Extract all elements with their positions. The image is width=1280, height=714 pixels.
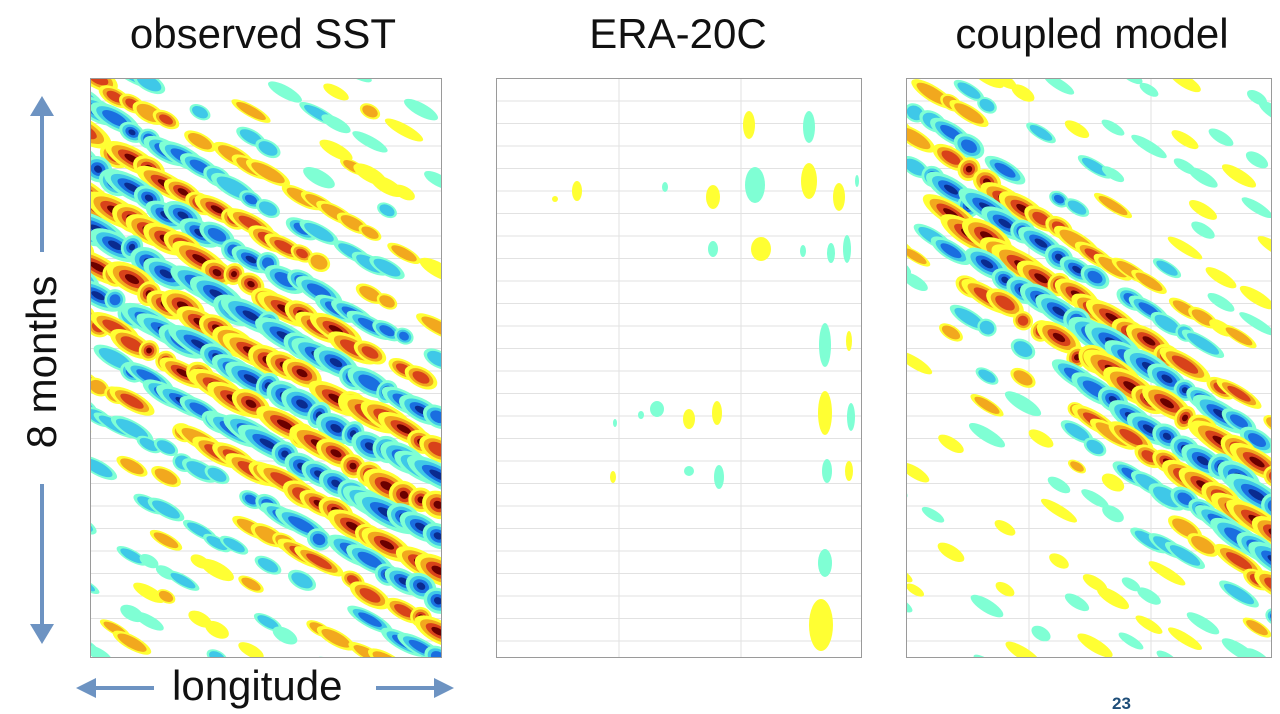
contour-blob bbox=[818, 391, 832, 435]
contour-blob bbox=[1219, 160, 1259, 191]
contour-blob bbox=[714, 465, 724, 489]
contour-blob bbox=[907, 459, 932, 486]
contour-blob bbox=[845, 461, 853, 481]
contour-blob bbox=[1038, 495, 1079, 526]
contour-blob bbox=[610, 471, 616, 483]
contour-blob bbox=[1239, 194, 1271, 221]
contour-blob bbox=[935, 539, 968, 566]
contour-blob bbox=[855, 175, 859, 187]
contour-blob bbox=[1154, 648, 1179, 657]
contour-blob bbox=[552, 196, 558, 202]
contour-blob bbox=[1184, 330, 1221, 359]
contour-blob bbox=[1186, 164, 1221, 192]
contour-blob bbox=[907, 348, 935, 378]
contour-blob bbox=[266, 79, 304, 82]
contour-blob bbox=[907, 558, 915, 586]
contour-blob bbox=[800, 245, 806, 257]
contour-blob bbox=[846, 331, 852, 351]
hovmoller-panel-coupled bbox=[906, 78, 1272, 658]
contour-field bbox=[907, 79, 1271, 657]
contour-blob bbox=[1047, 550, 1072, 572]
contour-field bbox=[91, 79, 441, 657]
contour-blob bbox=[809, 599, 833, 651]
contour-blob bbox=[683, 409, 695, 429]
contour-blob bbox=[803, 111, 815, 143]
contour-blob bbox=[1062, 590, 1092, 615]
contour-blob bbox=[968, 591, 1007, 622]
contour-blob bbox=[1205, 290, 1237, 316]
contour-blob bbox=[972, 394, 1002, 417]
contour-blob bbox=[1002, 387, 1045, 421]
contour-blob bbox=[827, 243, 835, 263]
contour-blob bbox=[833, 183, 845, 211]
contour-blob bbox=[1189, 218, 1218, 242]
contour-blob bbox=[234, 99, 268, 123]
contour-blob bbox=[819, 323, 831, 367]
contour-blob bbox=[91, 641, 114, 657]
contour-blob bbox=[966, 419, 1008, 452]
contour-blob bbox=[992, 517, 1018, 539]
contour-blob bbox=[382, 115, 425, 146]
contour-blob bbox=[1074, 629, 1115, 657]
contour-blob bbox=[935, 431, 966, 457]
contour-blob bbox=[638, 411, 644, 419]
hovmoller-observed-plot bbox=[91, 79, 441, 657]
contour-blob bbox=[920, 504, 947, 526]
contour-blob bbox=[350, 127, 390, 156]
title-coupled-model: coupled model bbox=[910, 10, 1274, 58]
contour-blob bbox=[265, 79, 304, 106]
contour-blob bbox=[319, 656, 352, 657]
contour-blob bbox=[321, 80, 351, 103]
contour-blob bbox=[1186, 196, 1220, 223]
contour-blob bbox=[745, 167, 765, 203]
contour-blob bbox=[1242, 645, 1271, 657]
contour-blob bbox=[843, 235, 851, 263]
contour-blob bbox=[662, 182, 668, 192]
contour-blob bbox=[743, 111, 755, 139]
contour-blob bbox=[822, 459, 832, 483]
title-era-20c: ERA-20C bbox=[496, 10, 860, 58]
hovmoller-era20c-plot bbox=[497, 79, 861, 657]
contour-blob bbox=[91, 568, 102, 597]
contour-blob bbox=[1096, 193, 1129, 218]
contour-field bbox=[552, 111, 859, 651]
contour-blob bbox=[1062, 117, 1092, 142]
contour-blob bbox=[91, 510, 100, 539]
contour-blob bbox=[401, 95, 441, 125]
contour-blob bbox=[712, 401, 722, 425]
contour-blob bbox=[801, 163, 817, 199]
contour-blob bbox=[332, 79, 375, 86]
contour-blob bbox=[1166, 79, 1203, 96]
y-axis-label: 8 months bbox=[18, 276, 66, 449]
title-observed-sst: observed SST bbox=[92, 10, 434, 58]
contour-blob bbox=[650, 401, 664, 417]
contour-blob bbox=[1041, 79, 1076, 98]
contour-blob bbox=[847, 403, 855, 431]
contour-blob bbox=[1099, 117, 1126, 139]
contour-blob bbox=[1203, 263, 1239, 292]
contour-blob bbox=[1133, 612, 1165, 637]
contour-blob bbox=[1169, 127, 1201, 153]
contour-blob bbox=[684, 466, 694, 476]
page-number: 23 bbox=[1112, 694, 1131, 714]
contour-blob bbox=[572, 181, 582, 201]
contour-blob bbox=[300, 163, 338, 193]
contour-blob bbox=[818, 549, 832, 577]
hovmoller-panel-era20c bbox=[496, 78, 862, 658]
contour-blob bbox=[422, 167, 441, 192]
contour-blob bbox=[1165, 624, 1204, 654]
x-axis-label: longitude bbox=[172, 662, 342, 710]
contour-blob bbox=[1045, 473, 1073, 496]
contour-blob bbox=[751, 237, 771, 261]
contour-blob bbox=[314, 653, 358, 657]
contour-blob bbox=[1184, 608, 1222, 638]
hovmoller-coupled-plot bbox=[907, 79, 1271, 657]
contour-blob bbox=[1094, 583, 1132, 614]
hovmoller-panel-observed bbox=[90, 78, 442, 658]
contour-blob bbox=[613, 419, 617, 427]
contour-blob bbox=[971, 652, 1002, 657]
contour-blob bbox=[1237, 282, 1271, 313]
contour-blob bbox=[708, 241, 718, 257]
contour-blob bbox=[706, 185, 720, 209]
